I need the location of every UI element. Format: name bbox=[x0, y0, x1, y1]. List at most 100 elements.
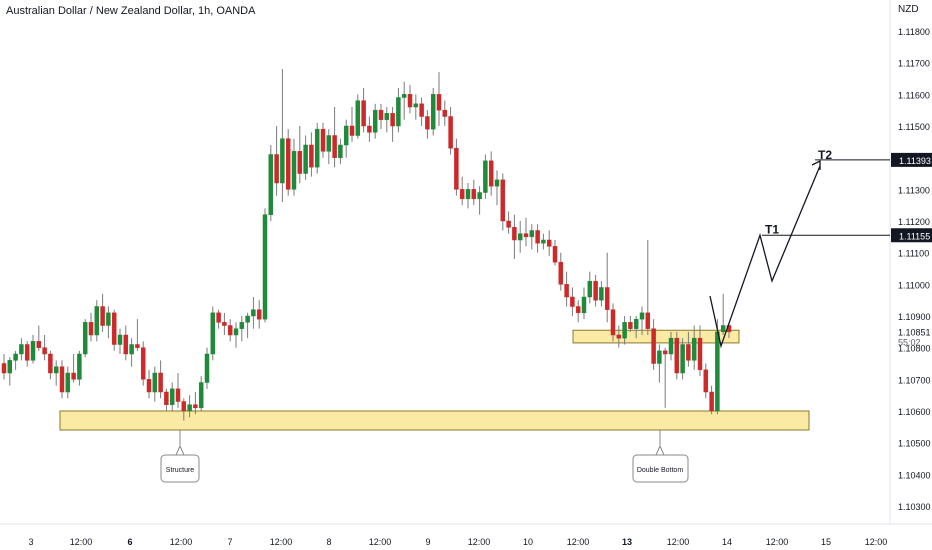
candle-body bbox=[268, 154, 274, 215]
candle-body bbox=[407, 94, 413, 108]
candle-body bbox=[599, 287, 604, 301]
candle-body bbox=[94, 306, 100, 336]
t2-price-text: 1.11393 bbox=[899, 156, 931, 166]
candle-body bbox=[187, 404, 192, 412]
countdown-text: 55:02 bbox=[898, 338, 921, 348]
price-tick-label: 1.11800 bbox=[898, 27, 930, 37]
candle-body bbox=[227, 325, 233, 336]
candle-body bbox=[7, 360, 13, 374]
candle-body bbox=[541, 239, 546, 244]
candle-body bbox=[471, 189, 477, 200]
candle-body bbox=[384, 113, 390, 120]
time-tick-label: 14 bbox=[722, 537, 732, 547]
candle-body bbox=[436, 94, 442, 111]
structure-tip bbox=[175, 444, 185, 456]
candle-body bbox=[30, 341, 36, 361]
t1-label: T1 bbox=[765, 222, 779, 236]
candle-body bbox=[245, 315, 250, 323]
candle-body bbox=[355, 100, 361, 136]
resistance-zone bbox=[572, 329, 740, 344]
candle-body bbox=[367, 125, 372, 133]
candle-body bbox=[82, 322, 88, 355]
candle-body bbox=[117, 334, 123, 345]
candle-body bbox=[506, 220, 511, 228]
candle-body bbox=[251, 309, 256, 317]
candle-body bbox=[332, 135, 337, 158]
t1-price-badge bbox=[891, 228, 932, 243]
candle-body bbox=[425, 116, 430, 130]
forecast-arrowhead bbox=[811, 159, 821, 170]
candle-body bbox=[494, 179, 500, 187]
structure-callout bbox=[160, 454, 200, 483]
candle-body bbox=[181, 401, 187, 412]
time-tick-label: 12:00 bbox=[865, 537, 888, 547]
candle-body bbox=[570, 296, 575, 307]
candle-body bbox=[140, 347, 146, 380]
candles-layer bbox=[1, 69, 732, 421]
candle-body bbox=[152, 372, 158, 393]
time-tick-label: 12:00 bbox=[468, 537, 491, 547]
time-tick-label: 12:00 bbox=[170, 537, 193, 547]
candle-body bbox=[42, 347, 47, 355]
candle-body bbox=[512, 227, 517, 241]
price-tick-label: 1.11700 bbox=[898, 59, 930, 69]
price-tick-label: 1.10600 bbox=[898, 407, 931, 417]
currency-label: NZD bbox=[898, 4, 919, 15]
candle-body bbox=[575, 306, 581, 314]
time-tick-label: 9 bbox=[425, 537, 430, 547]
chart-title: Australian Dollar / New Zealand Dollar, … bbox=[6, 5, 256, 17]
candle-body bbox=[146, 379, 152, 393]
t1-price-text: 1.11155 bbox=[899, 231, 930, 241]
candle-body bbox=[297, 151, 303, 174]
candle-body bbox=[193, 404, 198, 409]
candle-body bbox=[378, 109, 384, 120]
candle-body bbox=[256, 309, 262, 320]
candle-body bbox=[343, 125, 349, 146]
candle-body bbox=[309, 144, 314, 168]
candle-body bbox=[280, 138, 285, 184]
candle-body bbox=[459, 189, 465, 200]
time-tick-label: 3 bbox=[28, 537, 33, 547]
time-axis: 3 12:00 6 12:00 7 12:00 8 12:00 9 12:00 10 12:00 13 1… bbox=[28, 537, 887, 547]
t2-price-badge bbox=[891, 152, 932, 167]
structure-label: Structure bbox=[166, 467, 195, 474]
time-tick-label: 10 bbox=[523, 537, 533, 547]
candle-body bbox=[303, 144, 308, 174]
candle-body bbox=[326, 135, 332, 152]
candle-body bbox=[558, 261, 564, 285]
candle-body bbox=[204, 353, 210, 383]
candle-body bbox=[88, 322, 94, 336]
time-tick-label: 6 bbox=[127, 537, 132, 547]
candle-body bbox=[442, 109, 448, 117]
candle-body bbox=[291, 151, 297, 190]
price-tick-label: 1.10800 bbox=[898, 344, 931, 354]
double-bottom-label: Double Bottom bbox=[637, 467, 683, 474]
candle-body bbox=[111, 312, 117, 345]
double-bottom-tip bbox=[655, 444, 665, 456]
price-axis: 1.11800 1.11700 1.11600 1.11500 1.11300 1.112… bbox=[898, 27, 931, 512]
candle-body bbox=[210, 312, 216, 355]
price-tick-label: 1.10400 bbox=[898, 470, 931, 480]
candle-body bbox=[372, 109, 378, 133]
time-tick-label: 15 bbox=[821, 537, 831, 547]
t2-label: T2 bbox=[818, 148, 832, 162]
candle-body bbox=[390, 113, 395, 127]
candle-body bbox=[314, 128, 320, 168]
candle-body bbox=[239, 322, 245, 329]
candle-body bbox=[546, 239, 552, 247]
candle-body bbox=[65, 372, 71, 393]
candle-body bbox=[401, 94, 407, 98]
last-price-text: 1.10851 bbox=[898, 328, 931, 338]
candle-body bbox=[610, 309, 616, 336]
candle-body bbox=[71, 372, 76, 380]
candle-body bbox=[222, 322, 227, 326]
candle-body bbox=[697, 337, 703, 371]
candle-body bbox=[622, 322, 627, 339]
candle-body bbox=[320, 128, 326, 152]
candle-body bbox=[361, 100, 366, 127]
candle-body bbox=[198, 382, 204, 409]
candle-body bbox=[633, 318, 639, 329]
candle-body bbox=[628, 322, 633, 329]
candle-body bbox=[285, 138, 291, 190]
candle-body bbox=[169, 388, 175, 405]
